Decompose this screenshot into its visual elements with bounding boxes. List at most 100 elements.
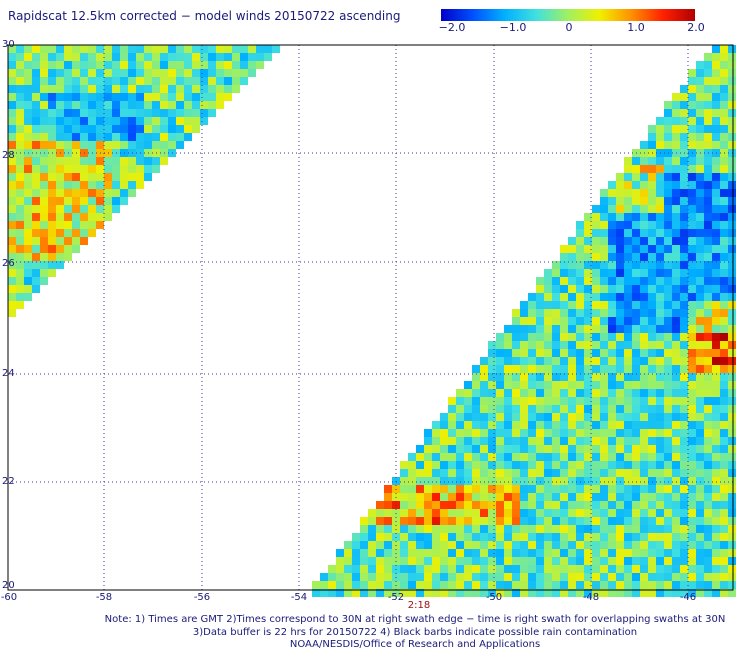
wind-diff-cell <box>560 525 568 533</box>
wind-diff-cell <box>456 437 464 445</box>
wind-diff-cell <box>712 541 720 549</box>
wind-diff-cell <box>656 189 664 197</box>
wind-diff-cell <box>72 213 80 221</box>
wind-diff-cell <box>16 125 24 133</box>
wind-diff-cell <box>528 317 536 325</box>
wind-diff-cell <box>672 469 680 477</box>
wind-diff-cell <box>704 349 712 357</box>
wind-diff-cell <box>728 93 736 101</box>
wind-diff-cell <box>552 453 560 461</box>
wind-diff-cell <box>680 493 688 501</box>
wind-diff-cell <box>712 445 720 453</box>
wind-diff-cell <box>592 245 600 253</box>
wind-diff-cell <box>488 557 496 565</box>
wind-diff-cell <box>696 229 704 237</box>
wind-diff-cell <box>16 173 24 181</box>
wind-diff-cell <box>576 549 584 557</box>
wind-diff-cell <box>512 517 520 525</box>
wind-diff-cell <box>88 109 96 117</box>
wind-diff-cell <box>520 397 528 405</box>
wind-diff-cell <box>136 133 144 141</box>
wind-diff-cell <box>720 293 728 301</box>
lon-tick-50: -50 <box>485 592 503 603</box>
wind-diff-cell <box>720 397 728 405</box>
wind-diff-cell <box>712 253 720 261</box>
wind-diff-cell <box>664 301 672 309</box>
wind-diff-cell <box>624 197 632 205</box>
wind-diff-cell <box>624 173 632 181</box>
wind-diff-cell <box>376 509 384 517</box>
wind-diff-cell <box>704 557 712 565</box>
wind-diff-cell <box>96 101 104 109</box>
wind-diff-cell <box>24 165 32 173</box>
wind-diff-cell <box>688 85 696 93</box>
wind-diff-cell <box>624 349 632 357</box>
wind-diff-cell <box>720 365 728 373</box>
wind-diff-cell <box>592 445 600 453</box>
wind-diff-cell <box>224 85 232 93</box>
wind-diff-cell <box>552 413 560 421</box>
wind-diff-cell <box>584 413 592 421</box>
wind-diff-cell <box>640 501 648 509</box>
wind-diff-cell <box>32 45 40 53</box>
wind-diff-cell <box>136 61 144 69</box>
wind-diff-cell <box>112 165 120 173</box>
wind-diff-cell <box>528 293 536 301</box>
wind-diff-cell <box>728 77 736 85</box>
wind-diff-cell <box>648 221 656 229</box>
wind-diff-cell <box>672 261 680 269</box>
wind-diff-cell <box>608 341 616 349</box>
wind-diff-cell <box>640 333 648 341</box>
wind-diff-cell <box>616 445 624 453</box>
wind-diff-cell <box>584 325 592 333</box>
wind-diff-cell <box>728 493 736 501</box>
wind-diff-cell <box>536 453 544 461</box>
wind-diff-cell <box>672 365 680 373</box>
wind-diff-cell <box>672 221 680 229</box>
wind-diff-cell <box>632 509 640 517</box>
wind-diff-cell <box>40 133 48 141</box>
wind-diff-cell <box>448 453 456 461</box>
wind-diff-cell <box>40 197 48 205</box>
wind-diff-cell <box>632 365 640 373</box>
wind-diff-cell <box>8 269 16 277</box>
wind-diff-cell <box>504 445 512 453</box>
wind-diff-cell <box>672 557 680 565</box>
wind-diff-cell <box>528 365 536 373</box>
wind-diff-cell <box>728 213 736 221</box>
wind-diff-cell <box>592 373 600 381</box>
wind-diff-cell <box>648 245 656 253</box>
wind-diff-cell <box>472 445 480 453</box>
wind-diff-cell <box>616 469 624 477</box>
wind-diff-cell <box>656 245 664 253</box>
wind-diff-cell <box>632 397 640 405</box>
wind-diff-cell <box>472 373 480 381</box>
wind-diff-cell <box>632 477 640 485</box>
wind-diff-cell <box>672 397 680 405</box>
wind-diff-cell <box>688 437 696 445</box>
wind-diff-cell <box>464 469 472 477</box>
wind-diff-cell <box>568 285 576 293</box>
wind-diff-cell <box>648 125 656 133</box>
wind-diff-cell <box>456 453 464 461</box>
wind-diff-cell <box>88 173 96 181</box>
wind-diff-cell <box>488 509 496 517</box>
wind-diff-cell <box>664 117 672 125</box>
wind-diff-cell <box>696 437 704 445</box>
wind-diff-cell <box>600 205 608 213</box>
wind-diff-cell <box>696 341 704 349</box>
wind-diff-cell <box>584 501 592 509</box>
wind-diff-cell <box>40 181 48 189</box>
wind-diff-cell <box>88 61 96 69</box>
wind-diff-cell <box>32 61 40 69</box>
wind-diff-cell <box>688 525 696 533</box>
wind-diff-cell <box>408 581 416 589</box>
wind-diff-cell <box>64 101 72 109</box>
wind-diff-cell <box>352 565 360 573</box>
wind-diff-cell <box>616 573 624 581</box>
wind-diff-cell <box>576 357 584 365</box>
wind-diff-cell <box>488 445 496 453</box>
wind-diff-cell <box>600 437 608 445</box>
wind-diff-cell <box>672 493 680 501</box>
wind-diff-cell <box>608 365 616 373</box>
